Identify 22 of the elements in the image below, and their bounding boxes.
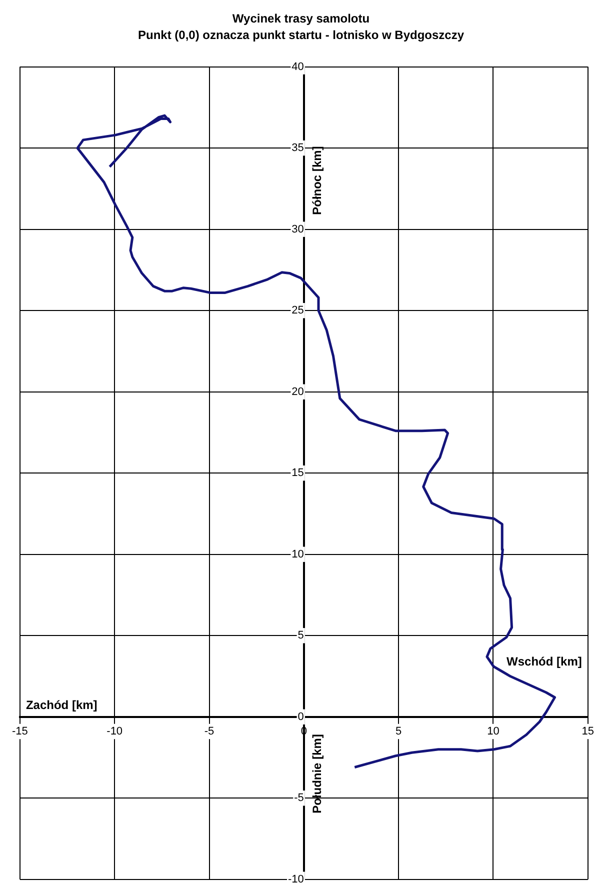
- y-tick-label: 30: [292, 223, 304, 236]
- y-tick-label: 20: [292, 386, 304, 398]
- x-tick-label: -10: [106, 726, 123, 738]
- y-tick-label: 5: [298, 630, 304, 642]
- y-tick-label: 10: [292, 548, 304, 560]
- y-tick-label: -10: [288, 873, 304, 886]
- annotation: Zachód [km]: [26, 698, 98, 712]
- y-tick-label: 35: [292, 142, 304, 154]
- y-tick-label: 40: [292, 60, 304, 73]
- x-tick-label: 15: [582, 726, 594, 738]
- x-tick-label: 10: [487, 726, 500, 738]
- y-tick-label: 25: [292, 304, 304, 317]
- x-tick-label: -5: [204, 726, 214, 738]
- y-tick-label: 15: [292, 467, 304, 480]
- annotation: Południe [km]: [310, 734, 324, 814]
- chart-title: Wycinek trasy samolotu: [232, 12, 370, 26]
- x-tick-label: 5: [396, 726, 402, 738]
- annotation: Wschód [km]: [506, 654, 582, 668]
- y-tick-label: 0: [298, 710, 304, 723]
- chart-subtitle: Punkt (0,0) oznacza punkt startu - lotnisko w Bydgoszczy: [138, 28, 464, 42]
- x-tick-label: -15: [12, 726, 28, 738]
- y-tick-label: -5: [294, 792, 304, 804]
